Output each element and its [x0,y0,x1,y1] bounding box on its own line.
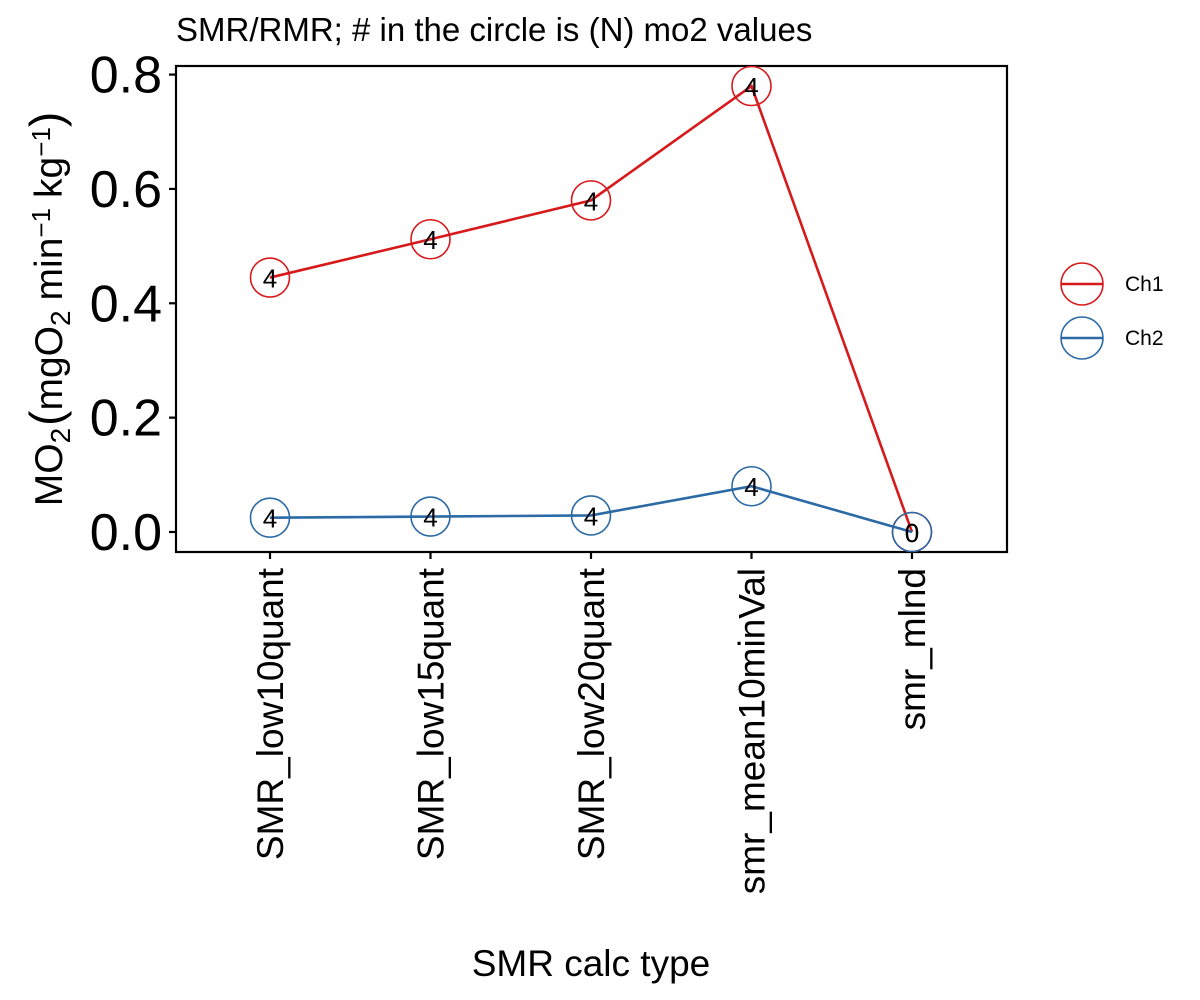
x-axis: SMR_low10quant SMR_low15quant SMR_low20qua… [250,552,933,894]
n-label-ch1: 0 [905,518,919,548]
data-point-ch1 [570,180,612,221]
n-label-ch1: 4 [263,264,277,294]
y-axis-title-main-sub: 2 [45,428,76,444]
legend-item-ch2: Ch2 [1060,316,1164,360]
x-tick-label: SMR_low15quant [411,567,452,860]
y-axis-title-paren-open: ( [20,410,72,426]
y-tick-label: 0.0 [90,504,162,562]
y-tick-label: 0.2 [90,390,162,448]
data-point-ch1 [249,257,291,298]
y-axis-title: MO2(mgO2min−1kg−1) [20,112,76,507]
x-tick-label-group: SMR_low20quant [571,567,612,860]
y-tick-label: 0.6 [90,161,162,219]
x-axis-title: SMR calc type [472,943,711,984]
y-axis-title-paren-close: ) [20,112,72,127]
plot-panel [174,64,1009,554]
legend-label: Ch2 [1125,327,1164,350]
data-point-ch2 [410,496,451,537]
x-tick-label-group: smr_mlnd [892,568,933,730]
y-axis-title-unit-b: min [28,238,71,301]
x-tick-label: SMR_low10quant [250,567,291,860]
y-tick-label: 0.8 [90,47,162,105]
y-tick-label: 0.4 [90,275,162,333]
x-tick-label: smr_mlnd [892,568,933,730]
n-label-ch2: 0 [905,518,919,548]
y-axis-title-unit-c: kg [28,157,71,198]
legend-item-ch1: Ch1 [1060,262,1164,306]
chart-title: SMR/RMR; # in the circle is (N) mo2 valu… [176,11,812,48]
n-label-ch1: 4 [584,186,598,216]
y-axis-title-unit-a-sub: 2 [45,310,76,326]
data-point-ch2 [731,465,772,507]
x-tick-label-group: SMR_low10quant [250,567,291,860]
series-line-ch1 [269,83,914,533]
y-axis-title-main: MO [28,443,71,506]
x-tick-label: smr_mean10minVal [732,568,773,894]
y-axis-title-group: MO2(mgO2min−1kg−1) [20,112,76,507]
x-tick-label: SMR_low20quant [571,567,612,860]
x-tick-label-group: smr_mean10minVal [732,568,773,894]
n-label-ch2: 4 [423,503,437,533]
x-tick-label-group: SMR_low15quant [411,567,452,860]
n-label-ch2: 4 [263,504,277,534]
y-axis-title-unit-c-sup: −1 [26,127,56,157]
y-axis-title-unit-a: mgO [28,326,71,411]
legend: Ch1 Ch2 [1060,262,1164,360]
series-line-ch2 [269,484,913,534]
y-axis-title-unit-b-sup: −1 [26,208,56,238]
series-layer [249,65,933,553]
data-point-ch2 [891,511,933,553]
data-point-ch1 [410,218,451,260]
n-label-ch1: 4 [423,225,437,255]
data-point-ch2 [570,495,612,536]
n-label-ch1: 4 [744,72,758,102]
legend-label: Ch1 [1125,273,1164,296]
y-axis: 0.0 0.2 0.4 0.6 0.8 [90,47,176,562]
n-label-ch2: 4 [584,501,598,531]
data-point-ch1 [731,65,772,107]
n-label-ch2: 4 [744,472,758,502]
data-point-ch2 [249,497,291,538]
